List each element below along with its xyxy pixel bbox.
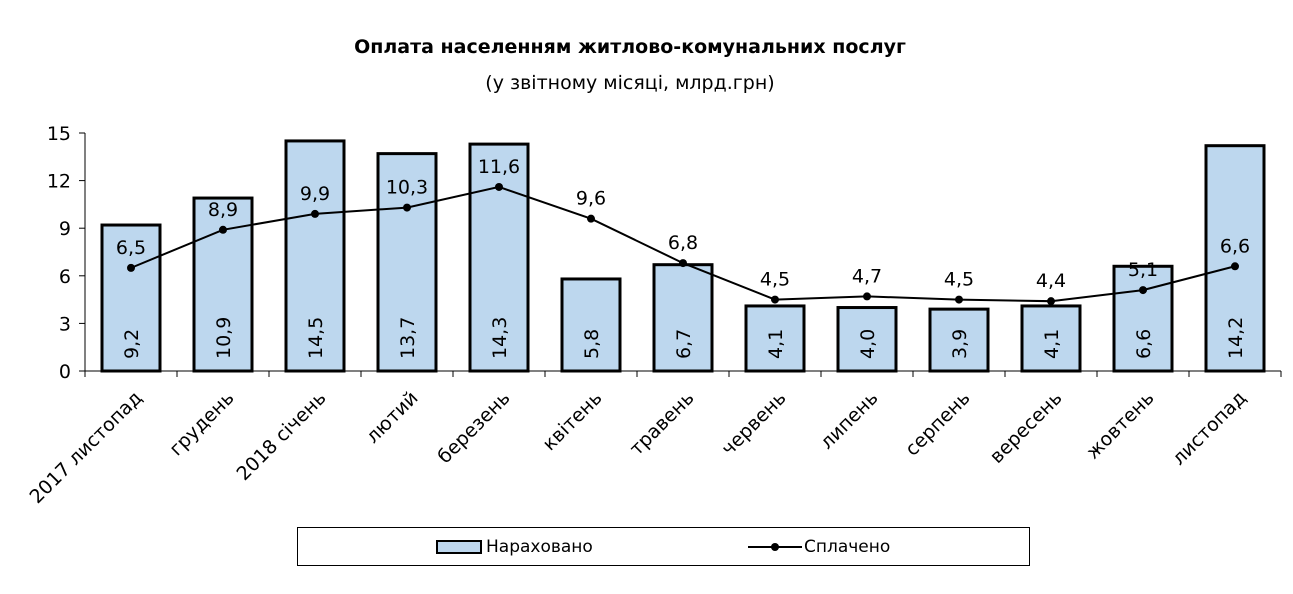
y-tick-label: 9 (59, 218, 71, 240)
line-point (863, 292, 871, 301)
bar (836, 306, 898, 373)
line-point (219, 225, 227, 234)
line-data-label: 6,6 (1220, 235, 1250, 257)
line-data-label: 11,6 (478, 156, 520, 178)
legend-bar-swatch (436, 540, 482, 554)
line-data-label: 6,8 (668, 232, 698, 254)
line-point (311, 209, 319, 218)
bar-data-label: 6,7 (673, 329, 695, 359)
bar (928, 307, 990, 373)
y-tick-label: 0 (59, 361, 71, 383)
x-tick-label: березень (434, 387, 515, 468)
bar (1020, 304, 1082, 373)
bar-data-label: 4,0 (857, 329, 879, 359)
x-tick-label: 2018 січень (232, 387, 330, 485)
legend-item-line: Сплачено (748, 537, 890, 557)
y-tick-label: 6 (59, 266, 71, 288)
bar-data-label: 14,2 (1225, 317, 1247, 359)
line-point (127, 263, 135, 272)
line-data-label: 5,1 (1128, 259, 1158, 281)
x-tick-label: 2017 листопад (25, 387, 146, 508)
bar (560, 277, 622, 373)
x-tick-label: лютий (362, 387, 423, 448)
y-tick-label: 15 (47, 123, 71, 145)
line-point (403, 203, 411, 212)
legend-label: Сплачено (804, 537, 891, 557)
legend-item-bar: Нараховано (436, 537, 593, 557)
x-tick-label: вересень (986, 387, 1067, 468)
bar-data-label: 5,8 (581, 329, 603, 359)
line-data-label: 4,5 (944, 269, 974, 291)
x-tick-label: серпень (901, 387, 974, 460)
line-data-label: 4,4 (1036, 270, 1066, 292)
line-data-label: 4,5 (760, 269, 790, 291)
line-point (1231, 262, 1239, 271)
bar-data-label: 3,9 (949, 329, 971, 359)
x-tick-label: травень (626, 387, 699, 460)
line-point (771, 295, 779, 304)
bar (376, 152, 438, 373)
chart-title: Оплата населенням житлово-комунальних по… (354, 36, 906, 58)
bar (652, 263, 714, 373)
line-data-label: 10,3 (386, 177, 428, 199)
bar-data-label: 14,3 (489, 317, 511, 359)
chart-subtitle: (у звітному місяці, млрд.грн) (485, 72, 775, 94)
line-data-label: 9,6 (576, 188, 606, 210)
y-tick-label: 12 (47, 171, 71, 193)
x-tick-label: червень (717, 387, 790, 460)
line-point (1139, 286, 1147, 295)
line-point (1047, 297, 1055, 306)
legend: Нараховано Сплачено (297, 527, 1030, 566)
x-tick-label: листопад (1168, 387, 1251, 470)
bar (1112, 264, 1174, 373)
x-tick-label: жовтень (1082, 387, 1159, 464)
y-tick-label: 3 (59, 313, 71, 335)
x-tick-label: квітень (538, 387, 606, 455)
x-tick-label: липень (816, 387, 883, 454)
line-data-label: 4,7 (852, 265, 882, 287)
bar (1204, 144, 1266, 373)
bar-data-label: 6,6 (1133, 329, 1155, 359)
bar-data-label: 4,1 (765, 329, 787, 359)
line-data-label: 9,9 (300, 183, 330, 205)
bar-data-label: 9,2 (121, 329, 143, 359)
line-point (679, 259, 687, 268)
legend-line-swatch (748, 543, 802, 551)
line-data-label: 6,5 (116, 237, 146, 259)
x-tick-label: грудень (165, 387, 238, 460)
bar (468, 142, 530, 373)
bar-data-label: 10,9 (213, 317, 235, 359)
bar-data-label: 13,7 (397, 317, 419, 359)
bar-data-label: 4,1 (1041, 329, 1063, 359)
legend-label: Нараховано (486, 537, 593, 557)
bar-data-label: 14,5 (305, 317, 327, 359)
bar (744, 304, 806, 373)
line-point (955, 295, 963, 304)
line-point (587, 214, 595, 223)
bar (284, 139, 346, 373)
line-data-label: 8,9 (208, 199, 238, 221)
bar (100, 223, 162, 373)
line-point (495, 182, 503, 191)
